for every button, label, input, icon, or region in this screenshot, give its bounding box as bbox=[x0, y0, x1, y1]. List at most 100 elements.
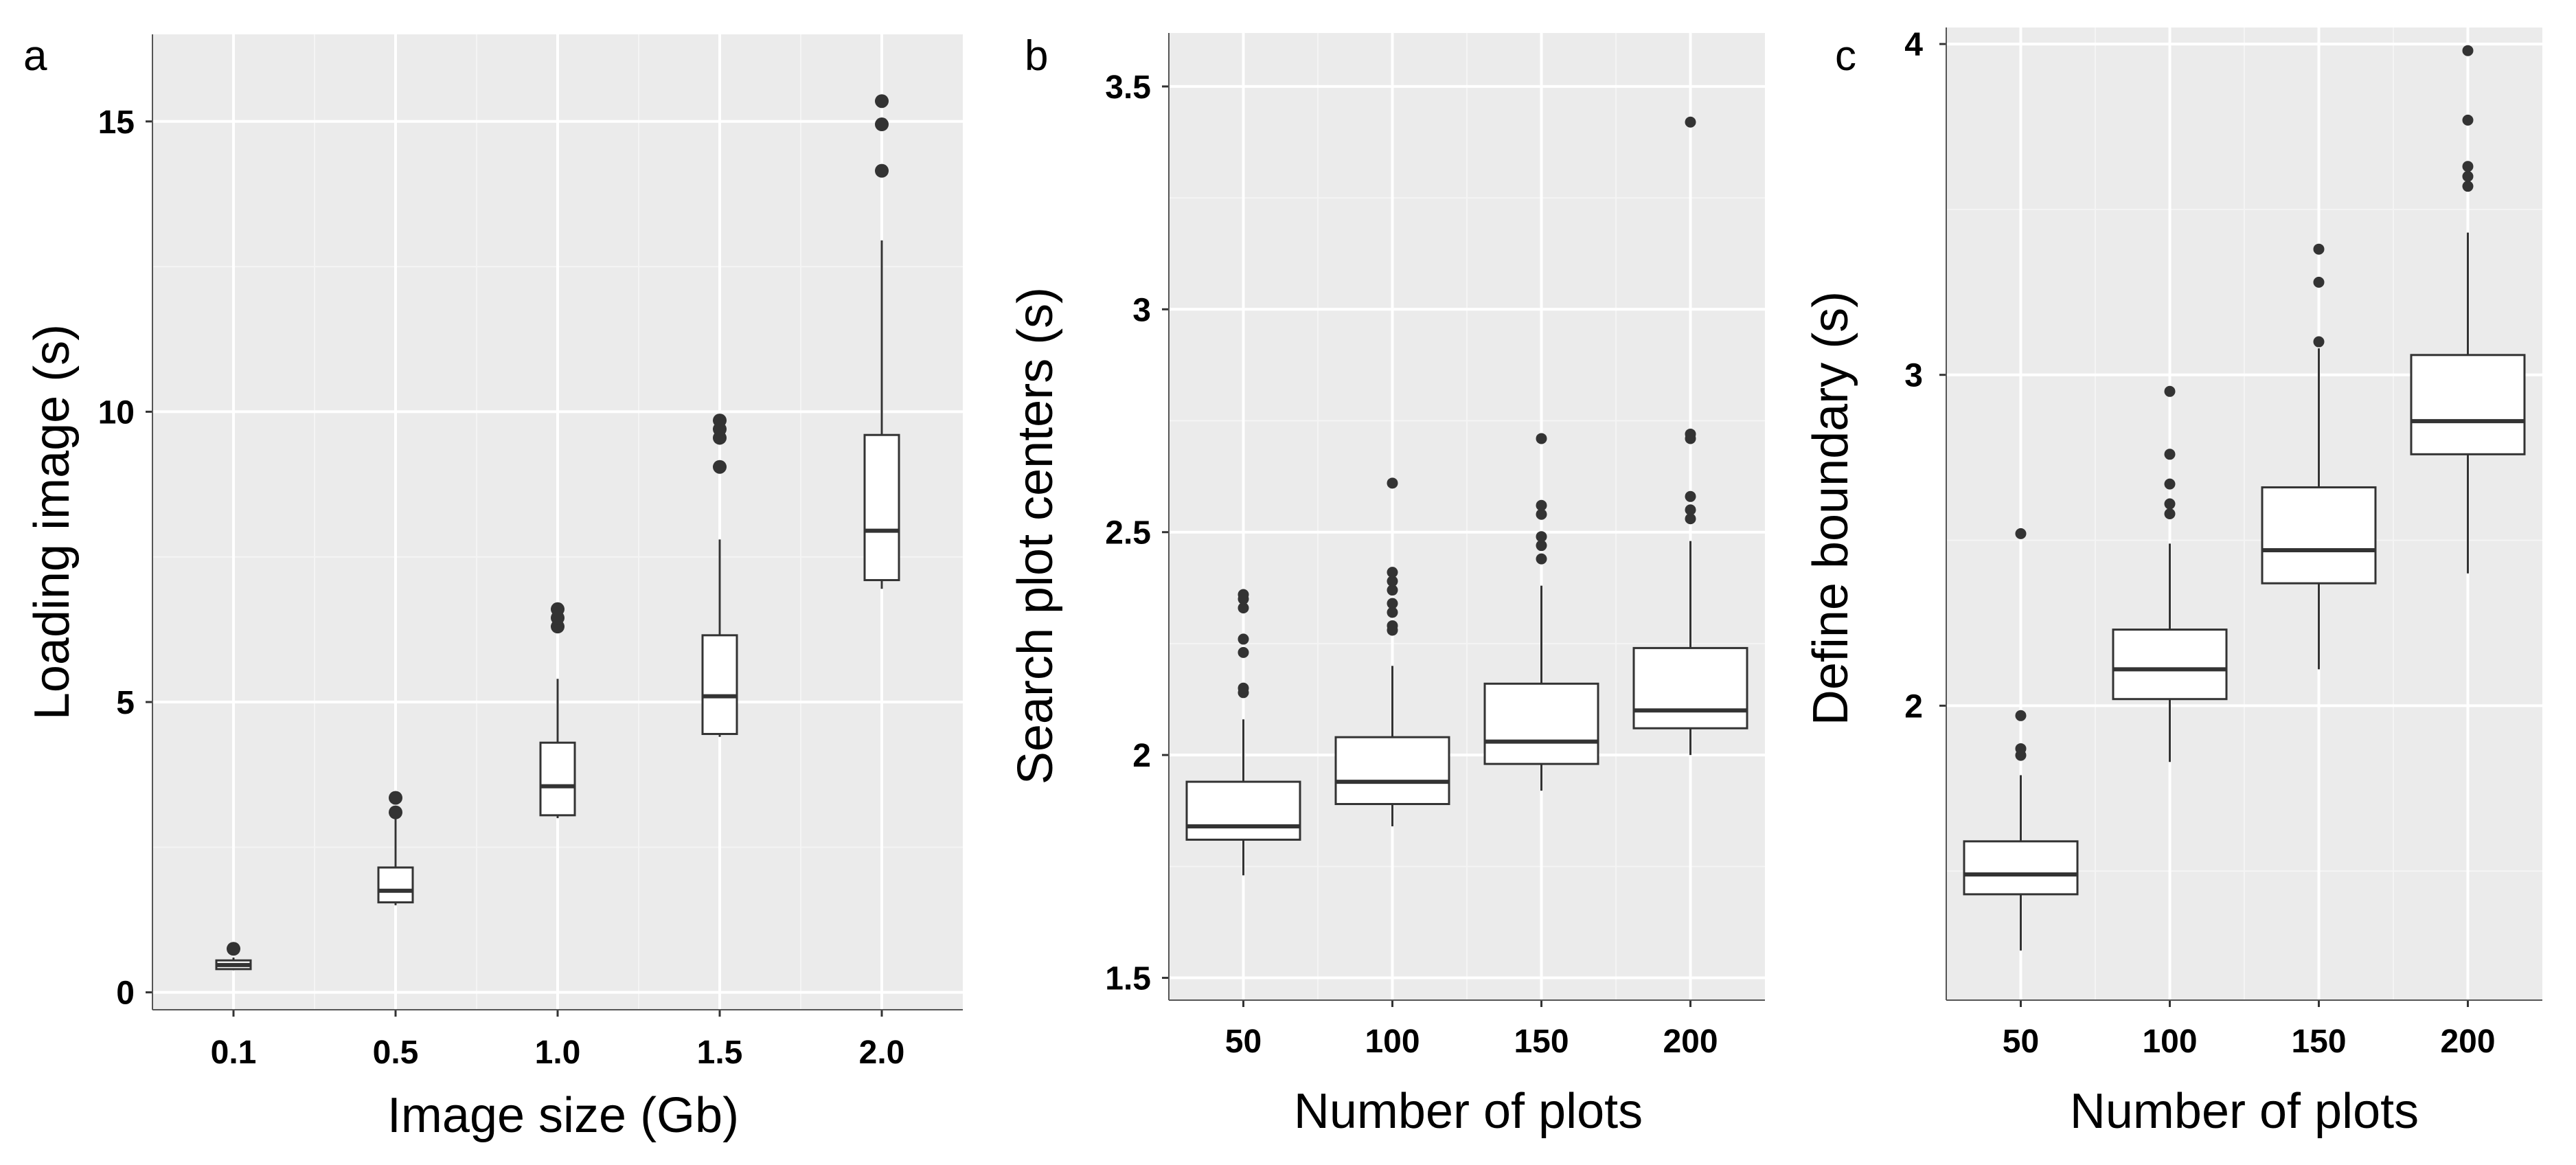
y-axis-ticks: 2 3 4 bbox=[1904, 27, 1947, 1000]
outlier-point bbox=[1536, 508, 1547, 520]
outlier-point bbox=[1238, 646, 1249, 658]
box-body bbox=[539, 741, 576, 817]
outlier-point bbox=[389, 805, 402, 819]
box-body bbox=[1185, 780, 1301, 841]
box-body bbox=[1632, 646, 1748, 729]
box-body bbox=[1334, 736, 1450, 806]
outlier-point bbox=[2462, 45, 2474, 56]
outlier-point bbox=[551, 602, 565, 616]
y-tick-label: 3 bbox=[1904, 358, 1923, 394]
outlier-point bbox=[1536, 553, 1547, 565]
x-tick-label: 200 bbox=[1663, 1023, 1718, 1060]
outlier-point bbox=[1685, 504, 1696, 516]
x-tick-label: 50 bbox=[1225, 1023, 1262, 1060]
outlier-point bbox=[1238, 682, 1249, 694]
outlier-point bbox=[389, 791, 402, 805]
box-2.0 bbox=[863, 94, 900, 589]
outlier-point bbox=[2313, 336, 2325, 348]
box-1.5 bbox=[701, 414, 738, 737]
box-body bbox=[377, 866, 414, 904]
outlier-point bbox=[227, 942, 240, 956]
outlier-point bbox=[2462, 114, 2474, 126]
outlier-point bbox=[1387, 576, 1398, 587]
panel-letter: c bbox=[1835, 32, 1856, 80]
box-50 bbox=[1963, 528, 2079, 951]
box-series bbox=[1963, 45, 2526, 951]
outlier-point bbox=[1536, 531, 1547, 543]
outlier-point bbox=[2164, 508, 2176, 519]
box-0.5 bbox=[377, 791, 414, 905]
x-axis-ticks: 50 100 150 200 bbox=[1169, 999, 1765, 1060]
outlier-point bbox=[2164, 478, 2176, 490]
outlier-point bbox=[1238, 602, 1249, 614]
x-tick-label: 1.5 bbox=[697, 1034, 743, 1071]
outlier-point bbox=[1387, 567, 1398, 578]
outlier-point bbox=[2313, 276, 2325, 288]
x-axis-ticks: 0.1 0.5 1.0 1.5 2.0 bbox=[152, 1009, 963, 1071]
outlier-point bbox=[1536, 540, 1547, 552]
box-body bbox=[1963, 840, 2079, 896]
x-tick-label: 150 bbox=[2291, 1023, 2346, 1060]
y-tick-label: 0 bbox=[116, 975, 135, 1012]
outlier-point bbox=[1685, 513, 1696, 525]
x-axis-title: Number of plots bbox=[1294, 1084, 1643, 1139]
x-tick-label: 50 bbox=[2003, 1023, 2039, 1060]
outlier-point bbox=[2015, 743, 2027, 754]
box-200 bbox=[1632, 116, 1748, 756]
box-50 bbox=[1185, 589, 1301, 876]
outlier-point bbox=[1387, 598, 1398, 609]
outlier-point bbox=[875, 117, 889, 132]
x-tick-label: 100 bbox=[1365, 1023, 1420, 1060]
outlier-point bbox=[1685, 490, 1696, 502]
outlier-point bbox=[1536, 499, 1547, 511]
x-axis-ticks: 50 100 150 200 bbox=[1946, 999, 2542, 1060]
panel-b: b 1.5 2 2.5 3 3.5 50 100 150 200 Number of plot… bbox=[1008, 32, 1765, 1139]
x-tick-label: 100 bbox=[2142, 1023, 2197, 1060]
box-1.0 bbox=[539, 602, 576, 819]
outlier-point bbox=[875, 94, 889, 109]
y-axis-title: Search plot centers (s) bbox=[1008, 287, 1063, 784]
x-tick-label: 2.0 bbox=[859, 1034, 905, 1071]
outlier-point bbox=[2015, 710, 2027, 721]
box-body bbox=[863, 433, 900, 582]
outlier-point bbox=[2015, 528, 2027, 539]
outlier-point bbox=[2462, 161, 2474, 172]
y-tick-label: 2.5 bbox=[1105, 515, 1151, 552]
outlier-point bbox=[1387, 477, 1398, 489]
box-series bbox=[215, 94, 900, 971]
outlier-point bbox=[2462, 181, 2474, 192]
outlier-point bbox=[1536, 433, 1547, 444]
box-body bbox=[2112, 629, 2228, 701]
x-tick-label: 1.0 bbox=[535, 1034, 581, 1071]
outlier-point bbox=[875, 163, 889, 178]
outlier-point bbox=[713, 460, 727, 474]
x-axis-title: Number of plots bbox=[2070, 1084, 2419, 1139]
outlier-point bbox=[1238, 633, 1249, 645]
x-axis-title: Image size (Gb) bbox=[387, 1088, 739, 1143]
y-tick-label: 3 bbox=[1132, 292, 1151, 328]
y-axis-title: Define boundary (s) bbox=[1803, 291, 1858, 725]
outlier-point bbox=[2462, 170, 2474, 182]
outlier-point bbox=[1387, 607, 1398, 618]
panel-letter: a bbox=[23, 32, 47, 80]
y-tick-label: 4 bbox=[1904, 27, 1923, 63]
y-tick-label: 10 bbox=[98, 394, 135, 431]
y-tick-label: 1.5 bbox=[1105, 961, 1151, 997]
y-tick-label: 3.5 bbox=[1105, 69, 1151, 106]
box-100 bbox=[2112, 385, 2228, 762]
box-0.1 bbox=[215, 942, 252, 971]
y-tick-label: 5 bbox=[116, 685, 135, 721]
y-axis-ticks: 0 5 10 15 bbox=[98, 34, 153, 1012]
outlier-point bbox=[1387, 620, 1398, 631]
outlier-point bbox=[1238, 589, 1249, 600]
panel-letter: b bbox=[1025, 32, 1048, 80]
box-200 bbox=[2410, 45, 2526, 574]
box-100 bbox=[1334, 477, 1450, 826]
x-tick-label: 150 bbox=[1514, 1023, 1569, 1060]
panel-a: a 0 5 10 15 0.1 0.5 1.0 1.5 2.0 Image size (Gb)… bbox=[23, 32, 963, 1143]
box-150 bbox=[1483, 433, 1599, 791]
y-axis-title: Loading image (s) bbox=[25, 324, 80, 720]
outlier-point bbox=[2164, 449, 2176, 460]
outlier-point bbox=[1387, 585, 1398, 596]
